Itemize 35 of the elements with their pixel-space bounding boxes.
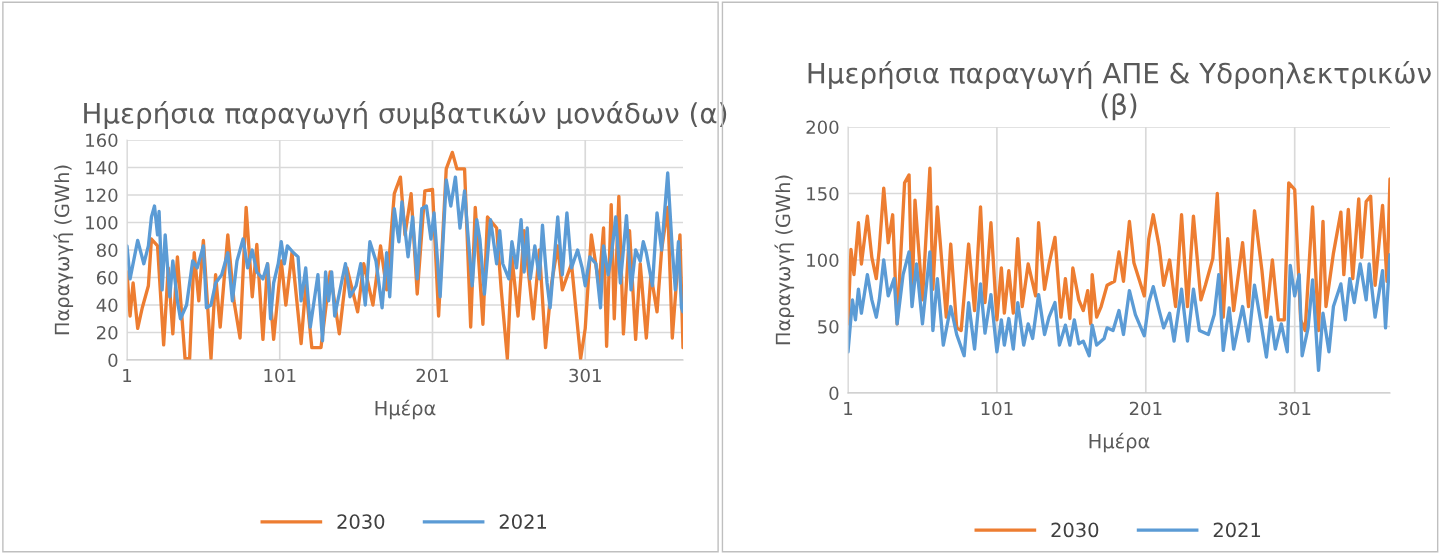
chart-title: Ημερήσια παραγωγή συμβατικών μονάδων (α) xyxy=(84,101,727,130)
x-axis-title: Ημέρα xyxy=(375,399,436,420)
x-tick-label: 1 xyxy=(844,401,853,416)
line-series xyxy=(127,171,683,343)
legend-label: 2030 xyxy=(1051,522,1099,538)
y-tick-label: 160 xyxy=(86,133,118,148)
y-tick-label: 150 xyxy=(807,186,839,201)
line-series xyxy=(848,166,1390,333)
y-tick-label: 140 xyxy=(86,160,118,175)
y-tick-label: 80 xyxy=(96,243,118,258)
y-tick-label: 40 xyxy=(96,298,118,313)
y-tick-label: 0 xyxy=(829,386,839,401)
y-tick-label: 200 xyxy=(806,120,839,135)
x-tick-label: 201 xyxy=(416,368,449,383)
chart-title: Ημερήσια παραγωγή ΑΠΕ & Υδροηλεκτρικών (β) xyxy=(808,61,1431,121)
legend-label: 2021 xyxy=(1213,522,1261,538)
x-tick-label: 301 xyxy=(569,368,601,383)
y-tick-label: 100 xyxy=(86,215,118,230)
x-tick-label: 201 xyxy=(1129,401,1162,416)
x-tick-label: 301 xyxy=(1278,401,1311,416)
y-tick-label: 50 xyxy=(818,319,839,334)
x-tick-label: 101 xyxy=(264,368,296,383)
y-axis-title: Παραγωγή (GWh) xyxy=(53,165,74,335)
y-tick-label: 20 xyxy=(97,325,118,340)
line-series xyxy=(848,250,1390,373)
y-tick-label: 120 xyxy=(86,188,118,203)
x-tick-label: 101 xyxy=(981,401,1013,416)
y-tick-label: 0 xyxy=(108,353,118,368)
y-axis-title: Παραγωγή (GWh) xyxy=(774,175,795,345)
y-tick-label: 60 xyxy=(96,270,118,285)
legend-label: 2021 xyxy=(499,514,547,529)
y-tick-label: 100 xyxy=(807,253,839,268)
x-axis-title: Ημέρα xyxy=(1089,432,1150,453)
x-tick-label: 1 xyxy=(123,368,132,383)
legend-label: 2030 xyxy=(337,514,385,529)
